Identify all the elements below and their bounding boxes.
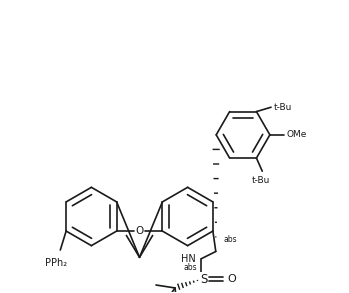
Text: O: O <box>228 274 236 284</box>
Text: PPh₂: PPh₂ <box>45 258 67 268</box>
Text: t-Bu: t-Bu <box>274 103 292 112</box>
Text: abs: abs <box>184 263 197 272</box>
Text: HN: HN <box>181 254 195 264</box>
Text: t-Bu: t-Bu <box>252 176 270 185</box>
Text: abs: abs <box>223 235 237 244</box>
Text: OMe: OMe <box>286 130 306 139</box>
Text: O: O <box>135 226 144 236</box>
Text: S: S <box>200 273 208 286</box>
